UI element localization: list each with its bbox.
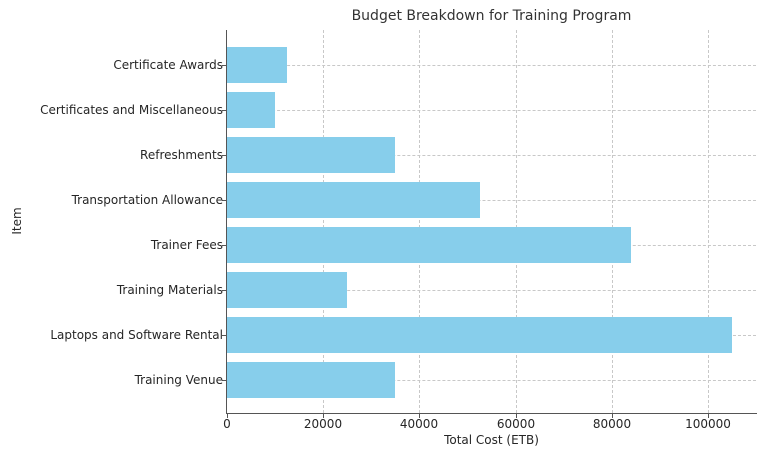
- y-gridline: [227, 65, 756, 66]
- y-tick: [222, 110, 226, 111]
- y-gridline: [227, 290, 756, 291]
- y-tick-label: Trainer Fees: [150, 238, 223, 252]
- bar: [227, 227, 631, 263]
- y-tick-label: Training Materials: [116, 283, 223, 297]
- bar: [227, 362, 395, 398]
- y-tick-label: Certificates and Miscellaneous: [40, 103, 223, 117]
- x-gridline: [516, 30, 517, 413]
- y-tick: [222, 335, 226, 336]
- chart-title: Budget Breakdown for Training Program: [351, 8, 632, 24]
- x-gridline: [708, 30, 709, 413]
- x-tick: [708, 414, 709, 418]
- x-gridline: [419, 30, 420, 413]
- bar: [227, 182, 480, 218]
- bar: [227, 317, 732, 353]
- y-tick: [222, 245, 226, 246]
- x-tick: [419, 414, 420, 418]
- y-gridline: [227, 200, 756, 201]
- x-tick: [323, 414, 324, 418]
- bar: [227, 92, 275, 128]
- y-gridline: [227, 155, 756, 156]
- bar: [227, 272, 347, 308]
- x-tick: [227, 414, 228, 418]
- y-tick: [222, 155, 226, 156]
- x-tick-label: 0: [223, 417, 231, 431]
- x-tick: [516, 414, 517, 418]
- y-tick-label: Laptops and Software Rental: [50, 328, 223, 342]
- y-axis-title: Item: [10, 207, 24, 235]
- x-axis-line: [226, 413, 757, 414]
- bar: [227, 137, 395, 173]
- x-tick-label: 20000: [303, 417, 343, 431]
- y-gridline: [227, 110, 756, 111]
- y-gridline: [227, 380, 756, 381]
- x-tick-label: 60000: [496, 417, 536, 431]
- y-tick-label: Transportation Allowance: [71, 193, 223, 207]
- x-tick: [612, 414, 613, 418]
- x-tick-label: 40000: [399, 417, 439, 431]
- y-tick: [222, 380, 226, 381]
- x-tick-label: 100000: [685, 417, 731, 431]
- x-gridline: [323, 30, 324, 413]
- x-gridline: [612, 30, 613, 413]
- y-tick: [222, 290, 226, 291]
- x-tick-label: 80000: [592, 417, 632, 431]
- y-tick-label: Refreshments: [140, 148, 223, 162]
- y-tick-label: Training Venue: [134, 373, 223, 387]
- y-axis-line: [226, 30, 227, 414]
- y-tick: [222, 200, 226, 201]
- y-tick-label: Certificate Awards: [113, 58, 223, 72]
- y-tick: [222, 65, 226, 66]
- x-axis-title: Total Cost (ETB): [444, 433, 539, 447]
- bar: [227, 47, 287, 83]
